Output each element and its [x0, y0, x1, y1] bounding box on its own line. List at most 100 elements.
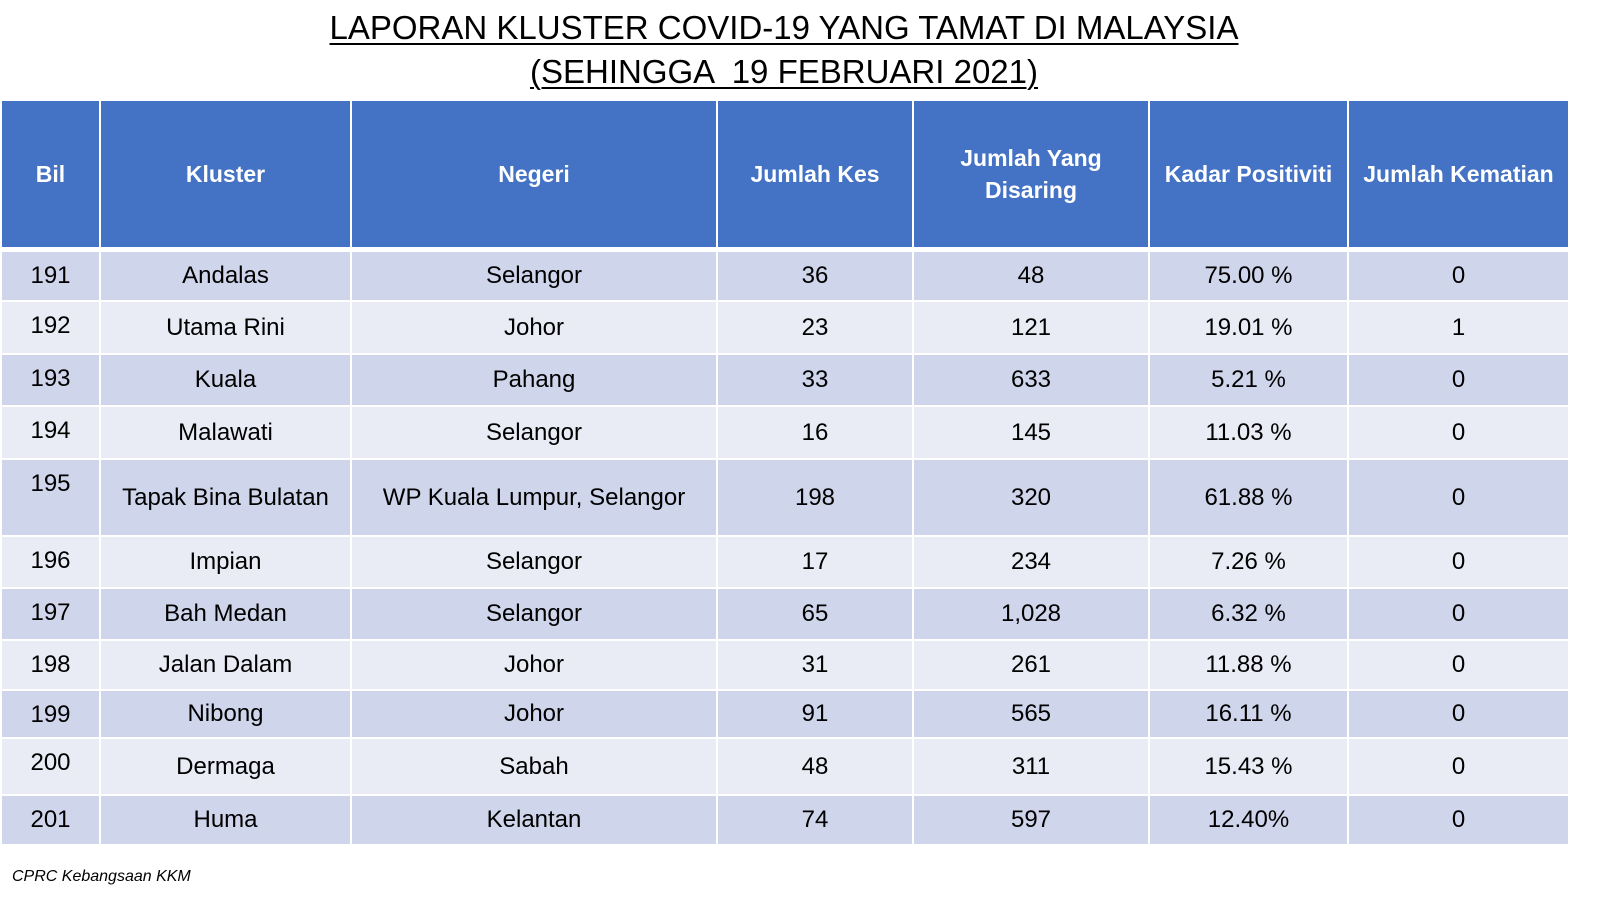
cell-jumlah-disaring: 261	[912, 639, 1150, 691]
header-jumlah-kematian: Jumlah Kematian	[1347, 101, 1570, 252]
table-row: 196 Impian Selangor 17 234 7.26 % 0	[0, 535, 1570, 589]
table-row: 199 Nibong Johor 91 565 16.11 % 0	[0, 689, 1570, 739]
cell-jumlah-kematian: 0	[1347, 737, 1570, 796]
cell-kadar-positiviti: 6.32 %	[1148, 587, 1349, 641]
cell-bil: 197	[0, 587, 101, 641]
cell-bil: 194	[0, 405, 101, 460]
cell-negeri: Kelantan	[350, 794, 718, 846]
cell-bil: 199	[0, 689, 101, 739]
table-row: 192 Utama Rini Johor 23 121 19.01 % 1	[0, 300, 1570, 355]
cell-jumlah-kematian: 0	[1347, 353, 1570, 407]
cell-kluster: Tapak Bina Bulatan	[99, 458, 352, 537]
cell-bil: 198	[0, 639, 101, 691]
cell-kadar-positiviti: 61.88 %	[1148, 458, 1349, 537]
cell-jumlah-disaring: 311	[912, 737, 1150, 796]
cell-bil: 196	[0, 535, 101, 589]
cell-bil: 193	[0, 353, 101, 407]
title-line-1: LAPORAN KLUSTER COVID-19 YANG TAMAT DI M…	[329, 9, 1239, 46]
cell-jumlah-kes: 65	[716, 587, 914, 641]
cell-jumlah-kes: 16	[716, 405, 914, 460]
table-header-row: Bil Kluster Negeri Jumlah Kes Jumlah Yan…	[0, 101, 1570, 252]
cell-kluster: Utama Rini	[99, 300, 352, 355]
cell-jumlah-kes: 74	[716, 794, 914, 846]
header-kadar-positiviti: Kadar Positiviti	[1148, 101, 1349, 252]
cell-jumlah-kematian: 0	[1347, 639, 1570, 691]
cluster-table: Bil Kluster Negeri Jumlah Kes Jumlah Yan…	[0, 101, 1570, 846]
cell-jumlah-kes: 17	[716, 535, 914, 589]
cell-jumlah-disaring: 597	[912, 794, 1150, 846]
header-negeri: Negeri	[350, 101, 718, 252]
cell-kadar-positiviti: 11.03 %	[1148, 405, 1349, 460]
header-bil: Bil	[0, 101, 101, 252]
cell-bil: 201	[0, 794, 101, 846]
cell-negeri: Selangor	[350, 587, 718, 641]
cell-jumlah-kematian: 0	[1347, 689, 1570, 739]
table-row: 200 Dermaga Sabah 48 311 15.43 % 0	[0, 737, 1570, 796]
cell-jumlah-kematian: 0	[1347, 248, 1570, 302]
cell-kluster: Kuala	[99, 353, 352, 407]
cell-kadar-positiviti: 16.11 %	[1148, 689, 1349, 739]
cell-jumlah-kematian: 0	[1347, 587, 1570, 641]
table-row: 198 Jalan Dalam Johor 31 261 11.88 % 0	[0, 639, 1570, 691]
cell-jumlah-disaring: 48	[912, 248, 1150, 302]
cell-bil: 192	[0, 300, 101, 355]
cell-jumlah-disaring: 234	[912, 535, 1150, 589]
table-row: 195 Tapak Bina Bulatan WP Kuala Lumpur, …	[0, 458, 1570, 537]
cell-negeri: Selangor	[350, 535, 718, 589]
cell-kluster: Bah Medan	[99, 587, 352, 641]
cell-jumlah-kematian: 0	[1347, 794, 1570, 846]
cell-jumlah-kes: 198	[716, 458, 914, 537]
cell-kluster: Malawati	[99, 405, 352, 460]
cell-jumlah-kes: 91	[716, 689, 914, 739]
cell-jumlah-kematian: 0	[1347, 405, 1570, 460]
table-row: 193 Kuala Pahang 33 633 5.21 % 0	[0, 353, 1570, 407]
cell-kluster: Jalan Dalam	[99, 639, 352, 691]
header-jumlah-disaring: Jumlah Yang Disaring	[912, 101, 1150, 252]
cell-kadar-positiviti: 12.40%	[1148, 794, 1349, 846]
table-row: 201 Huma Kelantan 74 597 12.40% 0	[0, 794, 1570, 846]
cell-negeri: Sabah	[350, 737, 718, 796]
cell-kluster: Huma	[99, 794, 352, 846]
cell-jumlah-kes: 31	[716, 639, 914, 691]
cell-negeri: Johor	[350, 689, 718, 739]
cell-bil: 200	[0, 737, 101, 796]
cell-bil: 195	[0, 458, 101, 537]
cell-kluster: Andalas	[99, 248, 352, 302]
cell-negeri: Johor	[350, 300, 718, 355]
cell-jumlah-kematian: 0	[1347, 535, 1570, 589]
cell-negeri: WP Kuala Lumpur, Selangor	[350, 458, 718, 537]
table-row: 194 Malawati Selangor 16 145 11.03 % 0	[0, 405, 1570, 460]
page-title: LAPORAN KLUSTER COVID-19 YANG TAMAT DI M…	[0, 6, 1568, 94]
header-jumlah-kes: Jumlah Kes	[716, 101, 914, 252]
cell-jumlah-kes: 36	[716, 248, 914, 302]
cell-jumlah-disaring: 565	[912, 689, 1150, 739]
cell-kadar-positiviti: 5.21 %	[1148, 353, 1349, 407]
cell-jumlah-disaring: 1,028	[912, 587, 1150, 641]
cell-kadar-positiviti: 11.88 %	[1148, 639, 1349, 691]
title-line-2: (SEHINGGA 19 FEBRUARI 2021)	[529, 53, 1038, 90]
cell-kadar-positiviti: 19.01 %	[1148, 300, 1349, 355]
cell-kadar-positiviti: 15.43 %	[1148, 737, 1349, 796]
cell-negeri: Selangor	[350, 248, 718, 302]
cell-jumlah-kematian: 1	[1347, 300, 1570, 355]
cell-negeri: Johor	[350, 639, 718, 691]
cell-jumlah-disaring: 121	[912, 300, 1150, 355]
cell-kadar-positiviti: 75.00 %	[1148, 248, 1349, 302]
source-note: CPRC Kebangsaan KKM	[12, 868, 191, 885]
cell-jumlah-kematian: 0	[1347, 458, 1570, 537]
cell-jumlah-disaring: 320	[912, 458, 1150, 537]
cell-kluster: Nibong	[99, 689, 352, 739]
header-kluster: Kluster	[99, 101, 352, 252]
cell-jumlah-disaring: 633	[912, 353, 1150, 407]
cell-jumlah-kes: 23	[716, 300, 914, 355]
table-row: 197 Bah Medan Selangor 65 1,028 6.32 % 0	[0, 587, 1570, 641]
table-row: 191 Andalas Selangor 36 48 75.00 % 0	[0, 248, 1570, 302]
cell-negeri: Pahang	[350, 353, 718, 407]
cell-bil: 191	[0, 248, 101, 302]
cell-kadar-positiviti: 7.26 %	[1148, 535, 1349, 589]
cell-jumlah-kes: 48	[716, 737, 914, 796]
cell-kluster: Dermaga	[99, 737, 352, 796]
cell-negeri: Selangor	[350, 405, 718, 460]
cell-jumlah-kes: 33	[716, 353, 914, 407]
cell-kluster: Impian	[99, 535, 352, 589]
